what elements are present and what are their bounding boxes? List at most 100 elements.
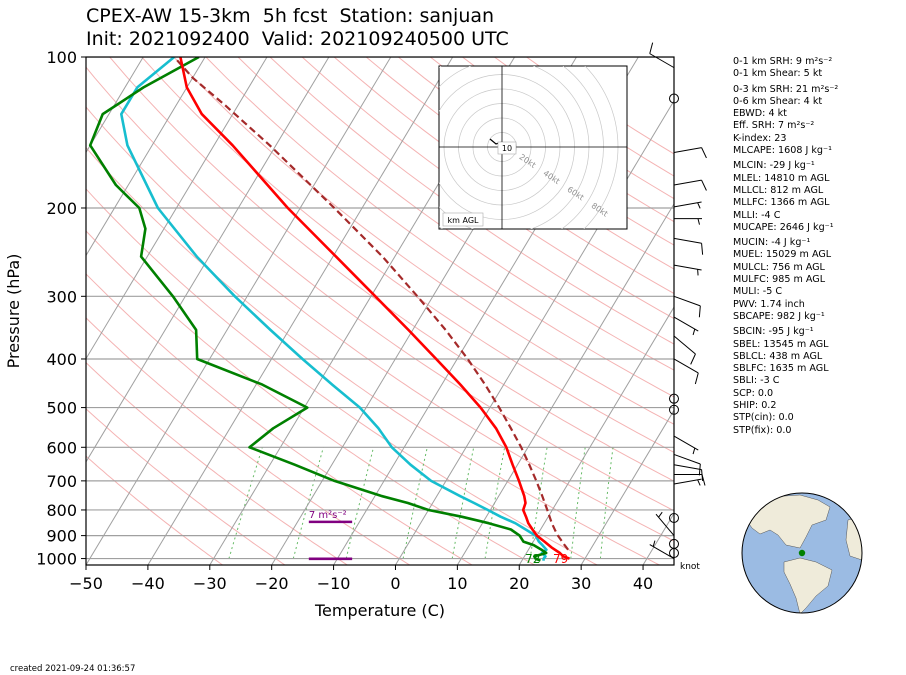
calm-wind-marker [669,393,679,404]
index-row: MUCIN: -4 J kg⁻¹ [733,237,811,249]
wind-barb-shaft [673,179,702,186]
wind-barb-shaft [673,237,702,244]
y-tick-label: 700 [46,472,77,491]
index-row: SBCIN: -95 J kg⁻¹ [733,326,814,338]
index-row: STP(fix): 0.0 [733,424,792,436]
y-tick-label: 400 [46,350,77,369]
dry-adiabat-line [333,57,674,295]
mixing-ratio-line [599,447,614,559]
index-row: MLLFC: 1366 m AGL [733,197,830,209]
wind-barb-half-flag [652,540,656,547]
mixing-ratio-line [402,447,428,559]
index-row: MULCL: 756 m AGL [733,261,825,273]
index-row: MLCIN: -29 J kg⁻¹ [733,160,815,172]
wind-barb-flag [701,474,706,486]
y-tick-label: 300 [46,287,77,306]
mixing-ratio-line [451,447,475,559]
wind-barb-half-flag [697,202,701,209]
x-axis-label: Temperature (C) [314,601,445,620]
dry-adiabat-line [86,362,348,565]
wind-barb-half-flag [697,218,700,225]
mixing-ratio-line [228,447,263,559]
dry-adiabat-line [86,66,674,512]
x-tick-label: 40 [633,574,653,593]
calm-wind-marker [669,548,679,559]
annotation-layer: 72 79 7 m²s⁻² [308,510,568,566]
index-row: 0-1 km SRH: 9 m²s⁻² [733,56,833,67]
wind-unit-label: knot [680,562,700,572]
index-row: SCP: 0.0 [733,387,774,399]
wind-barb-flag [690,353,696,365]
dry-adiabat-line [141,57,674,453]
grid-layer [86,57,674,565]
index-row: SBLI: -3 C [733,375,780,387]
wind-barb-flag [701,147,707,159]
x-tick-label: −50 [69,574,103,593]
x-tick-label: −20 [255,574,289,593]
station-marker [798,549,806,557]
hodograph-legend-box [442,212,484,227]
south-america-shape [783,557,833,613]
y-axis-label: Pressure (hPa) [4,254,23,369]
wind-barb-shaft [673,264,702,271]
index-row: MULFC: 985 m AGL [733,274,826,286]
index-row: PWV: 1.74 inch [733,298,805,310]
wind-barb-flag [698,305,701,318]
surface-label: 79 [553,552,568,566]
index-row: MUEL: 15029 m AGL [733,249,832,261]
plot-frame [85,56,675,566]
dry-adiabat-line [301,57,674,320]
wind-barb-shaft [673,335,696,355]
x-tick-label: 20 [509,574,529,593]
hodograph-center-box [497,141,517,155]
dry-adiabat-line [173,57,674,425]
wind-barb-half-flag [697,479,701,486]
y-tick-label: 900 [46,527,77,546]
chart-title-line1: CPEX-AW 15-3km 5h fcst Station: sanjuan [86,5,495,27]
wind-barb-flag [701,179,707,191]
wind-barb-shaft [673,295,701,307]
wind-barb-shaft [655,513,675,536]
temperature-profile [179,57,570,560]
dry-adiabat-line [86,408,286,565]
hodograph-legend: km AGL [448,216,480,225]
y-tick-label: 500 [46,399,77,418]
dewpoint-profile [88,57,548,562]
indices-panel: 0-1 km SRH: 9 m²s⁻² 0-1 km Shear: 5 kt 0-3… [733,56,903,437]
index-row: MLEL: 14810 m AGL [733,172,830,184]
globe-land [742,494,862,613]
wind-barbs: knot [649,42,707,572]
wind-barb-shaft [649,544,675,559]
wind-barb-half-flag [658,511,663,518]
hodograph-center-label: 10 [502,144,512,153]
mixing-ratio-line [484,447,506,559]
wind-barb-shaft [673,435,699,451]
wind-barb-flag [649,42,654,54]
wind-barb-shaft [673,453,701,465]
x-tick-label: 30 [571,574,591,593]
isotherm-line [86,57,330,463]
x-tick-label: −40 [131,574,165,593]
wind-barb-shaft [673,147,702,153]
x-tick-label: −30 [193,574,227,593]
dry-adiabat-line [86,106,674,542]
y-tick-label: 200 [46,199,77,218]
isotherm-line [86,57,392,565]
dry-adiabat-line [365,57,674,270]
dry-adiabat-line [86,455,223,565]
index-row: MULI: -5 C [733,286,783,298]
x-tick-label: 0 [390,574,400,593]
index-row: SBLCL: 438 m AGL [733,350,823,362]
calm-wind-marker [669,93,679,104]
dry-adiabat-line [109,57,674,482]
index-row: SBLFC: 1635 m AGL [733,363,829,375]
north-america-shape [742,494,831,549]
wind-barb-flag [701,243,704,255]
index-row: STP(cin): 0.0 [733,412,794,424]
isotherm-line [86,57,206,257]
mixing-ratio-line [570,447,586,559]
y-tick-label: 100 [46,48,77,67]
y-tick-label: 800 [46,501,77,520]
wind-barb-shaft [649,53,675,69]
